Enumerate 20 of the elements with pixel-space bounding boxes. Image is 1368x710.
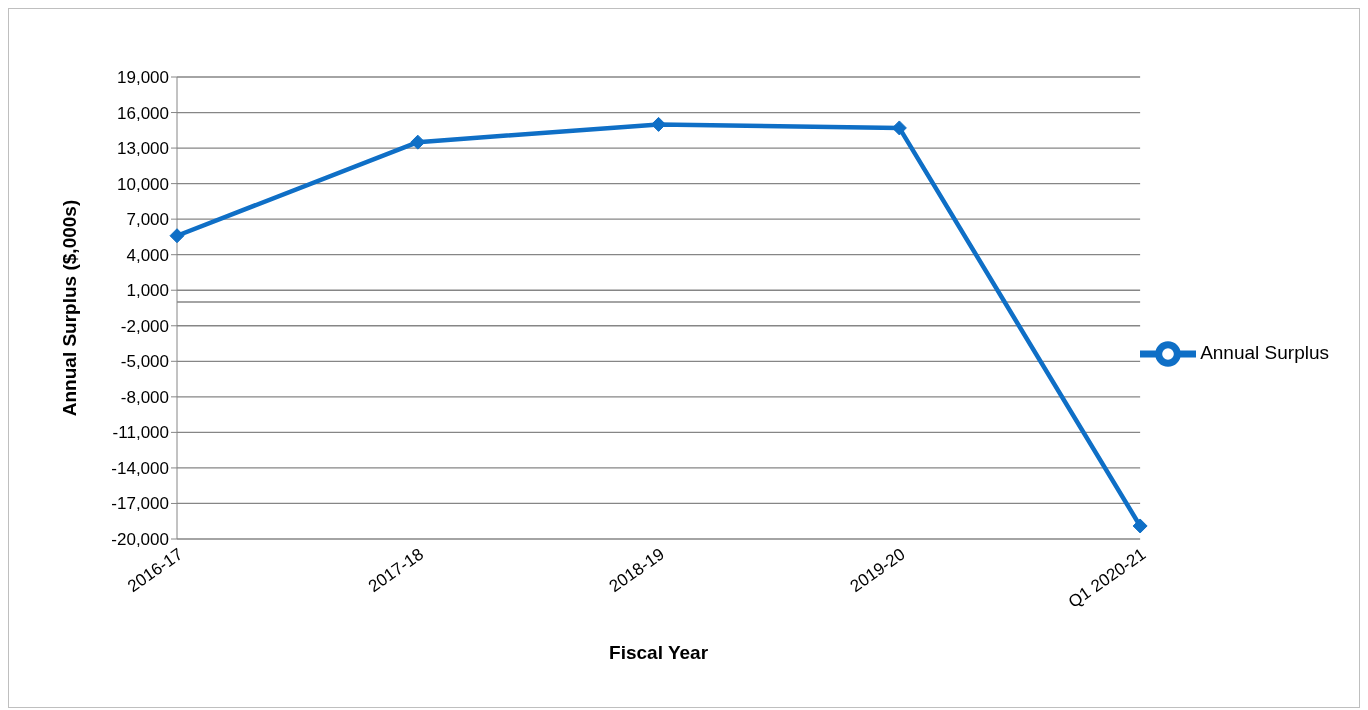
y-tick-label: 4,000 [126, 245, 169, 265]
y-tick-label: -20,000 [111, 530, 169, 550]
x-axis-title: Fiscal Year [609, 642, 709, 663]
y-tick-label: -5,000 [120, 352, 169, 372]
y-tick-label: 13,000 [117, 139, 169, 159]
y-tick-label: 10,000 [117, 174, 169, 194]
y-tick-label: 1,000 [126, 281, 169, 301]
y-tick-label: 7,000 [126, 210, 169, 230]
point [169, 228, 185, 244]
legend-label: Annual Surplus [1200, 342, 1329, 364]
y-tick-label: -17,000 [111, 494, 169, 514]
y-tick-label: -11,000 [112, 423, 169, 443]
y-tick-label: 19,000 [117, 68, 169, 88]
y-tick-label: -2,000 [120, 316, 169, 336]
y-tick-label: -8,000 [120, 387, 169, 407]
y-tick-label: 16,000 [117, 103, 169, 123]
y-axis-title: Annual Surplus ($,000s) [58, 199, 80, 417]
point [1132, 518, 1148, 534]
y-tick-label: -14,000 [111, 458, 169, 478]
point [651, 116, 667, 132]
